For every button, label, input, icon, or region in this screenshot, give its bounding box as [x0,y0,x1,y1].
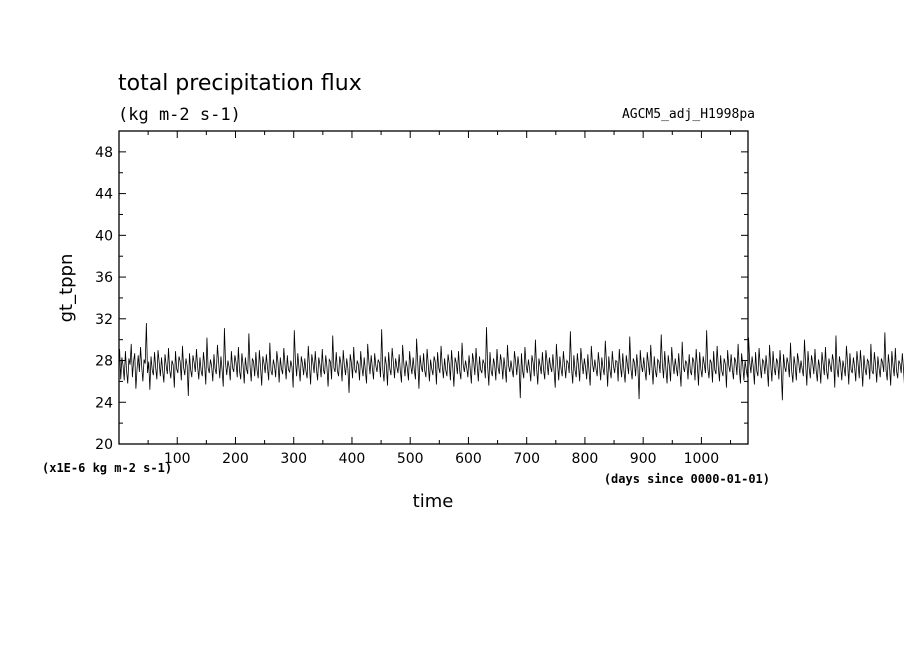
chart-title: total precipitation flux [118,71,362,96]
x-tick-label: 1000 [684,451,720,467]
x-tick-label: 500 [397,451,424,467]
y-tick-label: 48 [95,145,113,161]
x-tick-label: 600 [455,451,482,467]
x-axis-label: time [413,491,454,512]
y-tick-label: 24 [95,395,113,411]
x-tick-label: 100 [164,451,191,467]
x-tick-label: 900 [630,451,657,467]
x-tick-label: 400 [339,451,366,467]
ticks-layer: 20 24 28 32 36 40 44 48 100 200 300 400 500 600 700 800… [95,130,748,467]
series-layer [119,322,904,401]
x-tick-label: 200 [222,451,249,467]
chart-units: (kg m-2 s-1) [118,105,241,125]
y-tick-label: 44 [95,187,113,203]
y-tick-label: 20 [95,437,113,453]
series-line-gt_tppn [119,322,904,401]
y-scale-note: (x1E-6 kg m-2 s-1) [42,461,172,475]
y-tick-label: 40 [95,228,113,244]
model-label: AGCM5_adj_H1998pa [622,107,755,122]
x-tick-label: 800 [572,451,599,467]
plot-frame [118,130,749,445]
x-unit-note: (days since 0000-01-01) [604,472,770,486]
y-tick-label: 32 [95,312,113,328]
y-tick-label: 36 [95,270,113,286]
x-tick-label: 300 [280,451,307,467]
x-tick-label: 700 [513,451,540,467]
y-tick-label: 28 [95,354,113,370]
y-axis-label: gt_tppn [56,254,77,323]
